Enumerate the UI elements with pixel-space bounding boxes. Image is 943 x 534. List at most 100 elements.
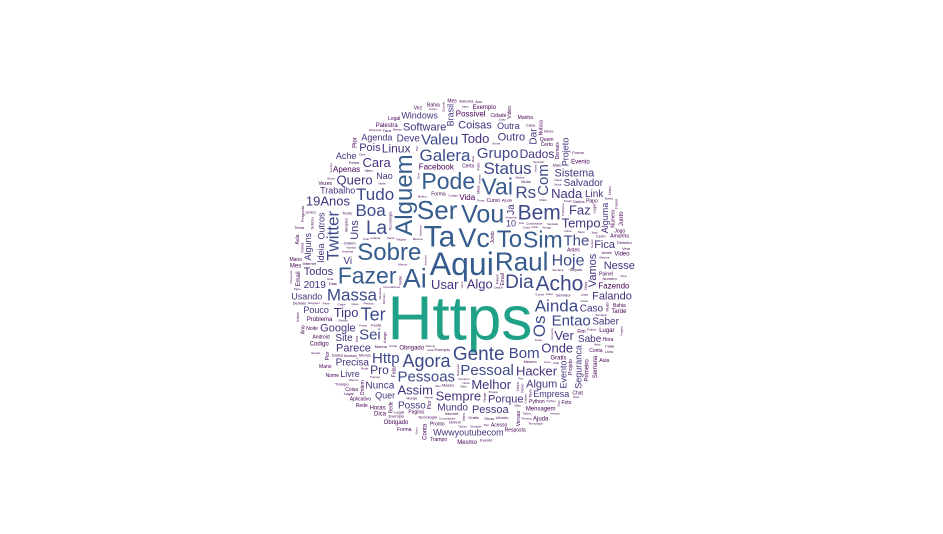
word-inicio: Inicio bbox=[531, 225, 538, 229]
word-fim: Fim bbox=[518, 377, 523, 381]
word-governo: Governo bbox=[550, 328, 554, 340]
word-versao: Versao bbox=[550, 412, 560, 416]
word-governo: Governo bbox=[458, 377, 470, 381]
word-usar: Usar bbox=[431, 277, 459, 292]
word-mensagem: Mensagem bbox=[526, 407, 556, 413]
word-meio: Meio bbox=[460, 384, 467, 388]
word-pagina: Pagina bbox=[408, 410, 424, 416]
word-mundo: Mundo bbox=[437, 402, 468, 413]
word-codigo: Codigo bbox=[310, 342, 330, 348]
word-facebook: Facebook bbox=[419, 163, 455, 172]
word-com: Com bbox=[535, 164, 552, 196]
word-trampo: Trampo bbox=[430, 437, 447, 443]
word-forma: Forma bbox=[431, 192, 446, 198]
word-casa: Casa bbox=[523, 225, 530, 229]
word-meio: Meio bbox=[578, 230, 585, 234]
word-valor: Valor bbox=[460, 281, 464, 288]
word-nada: Nada bbox=[551, 186, 583, 201]
word-os: Os bbox=[530, 315, 549, 337]
word-menos: Menos bbox=[398, 262, 408, 266]
word-semana: Semana bbox=[593, 355, 599, 378]
word-bastante: Bastante bbox=[456, 364, 460, 376]
word-computador: Computador bbox=[439, 416, 456, 420]
word-rs: Rs bbox=[515, 183, 536, 202]
word-empresa: Empresa bbox=[533, 389, 569, 399]
word-dica: Dica bbox=[374, 411, 387, 417]
word-agenda: Agenda bbox=[361, 132, 392, 142]
word-pior: Pior bbox=[353, 137, 359, 148]
word-lugar: Lugar bbox=[581, 293, 589, 297]
word-chat: Chat bbox=[572, 390, 583, 396]
word-salvador: Salvador bbox=[564, 178, 604, 189]
word-link: Link bbox=[585, 189, 604, 200]
word-dados: Dados bbox=[573, 199, 585, 204]
word-melhor: Melhor bbox=[471, 377, 511, 392]
word-dica: Dica bbox=[573, 395, 579, 399]
word-talvez: Talvez bbox=[523, 411, 532, 415]
word-semana: Semana bbox=[595, 313, 607, 317]
word-coisa: Coisa bbox=[299, 242, 304, 253]
word-ache: Ache bbox=[336, 151, 357, 161]
word-resposta: Resposta bbox=[369, 128, 382, 132]
word-posso: Posso bbox=[398, 400, 426, 411]
word-pouco: Pouco bbox=[303, 305, 329, 315]
word-nesse: Nesse bbox=[604, 260, 635, 272]
word-junto: Junto bbox=[619, 211, 625, 226]
word-bahia: Bahia bbox=[427, 102, 440, 108]
word-parece: Parece bbox=[336, 343, 371, 355]
word-exemplo: Exemplo bbox=[473, 105, 497, 111]
word-legal: Legal bbox=[394, 409, 404, 414]
word-agora: Agora bbox=[402, 351, 451, 371]
word-vem: Vem bbox=[461, 413, 466, 422]
word-mes: Mes bbox=[290, 264, 301, 270]
word-aula: Aula bbox=[599, 358, 609, 364]
word-dar: Dar bbox=[528, 128, 539, 145]
word-coisa: Coisa bbox=[345, 387, 358, 393]
word-entao: Entao bbox=[552, 313, 591, 330]
word-junto: Junto bbox=[490, 231, 496, 243]
word-gratis: Gratis bbox=[468, 415, 479, 420]
word-ano: Ano bbox=[301, 325, 307, 334]
word-show: Show bbox=[484, 416, 494, 421]
word-caso: Caso bbox=[546, 292, 553, 296]
word-dia: Dia bbox=[505, 272, 534, 293]
word-noticia: Noticia bbox=[539, 120, 545, 136]
word-antes: Antes bbox=[567, 248, 580, 254]
word-projeto: Projeto bbox=[560, 138, 570, 167]
word-verdade: Verdade bbox=[470, 425, 482, 429]
word-servidor: Servidor bbox=[533, 160, 544, 164]
word-ajuda: Ajuda bbox=[502, 197, 513, 202]
word-https: Https bbox=[388, 284, 533, 353]
word-legal: Legal bbox=[388, 116, 400, 122]
word-ubuntu: Ubuntu bbox=[349, 378, 359, 382]
word-depois: Depois bbox=[570, 267, 582, 272]
word-the: The bbox=[563, 233, 589, 250]
word-nova: Nova bbox=[554, 183, 561, 187]
word-rede: Rede bbox=[356, 403, 368, 409]
word-falar: Falar bbox=[391, 365, 397, 377]
word-menos: Menos bbox=[359, 352, 371, 357]
word-bem: Bem bbox=[518, 201, 561, 224]
word-ta: Ta bbox=[424, 220, 456, 253]
word-gente: Gente bbox=[453, 344, 505, 365]
word-coronavirus: CoronaVirus bbox=[383, 285, 400, 289]
word-coisas: Coisas bbox=[458, 120, 492, 132]
word-muito: Muito bbox=[605, 301, 610, 312]
word-papo: Papo bbox=[586, 199, 598, 205]
word-novo: Novo bbox=[414, 427, 418, 434]
word-jogo: Jogo bbox=[614, 229, 625, 235]
word-dados: Dados bbox=[332, 352, 344, 357]
word-teste: Teste bbox=[342, 211, 352, 216]
word-festa: Festa bbox=[359, 324, 367, 328]
word-sistema: Sistema bbox=[555, 167, 596, 179]
word-tarde: Tarde bbox=[611, 309, 627, 315]
word-pessoas: Pessoas bbox=[398, 368, 456, 385]
word-caso: Caso bbox=[499, 118, 506, 122]
word-pagina: Pagina bbox=[619, 326, 623, 336]
word-quem: Quem bbox=[540, 137, 554, 143]
word-forma: Forma bbox=[397, 427, 412, 433]
word-status: Status bbox=[483, 159, 531, 178]
word-codigo: Codigo bbox=[448, 193, 458, 197]
word-casa: Casa bbox=[526, 122, 536, 127]
word-falar: Falar bbox=[605, 343, 615, 348]
